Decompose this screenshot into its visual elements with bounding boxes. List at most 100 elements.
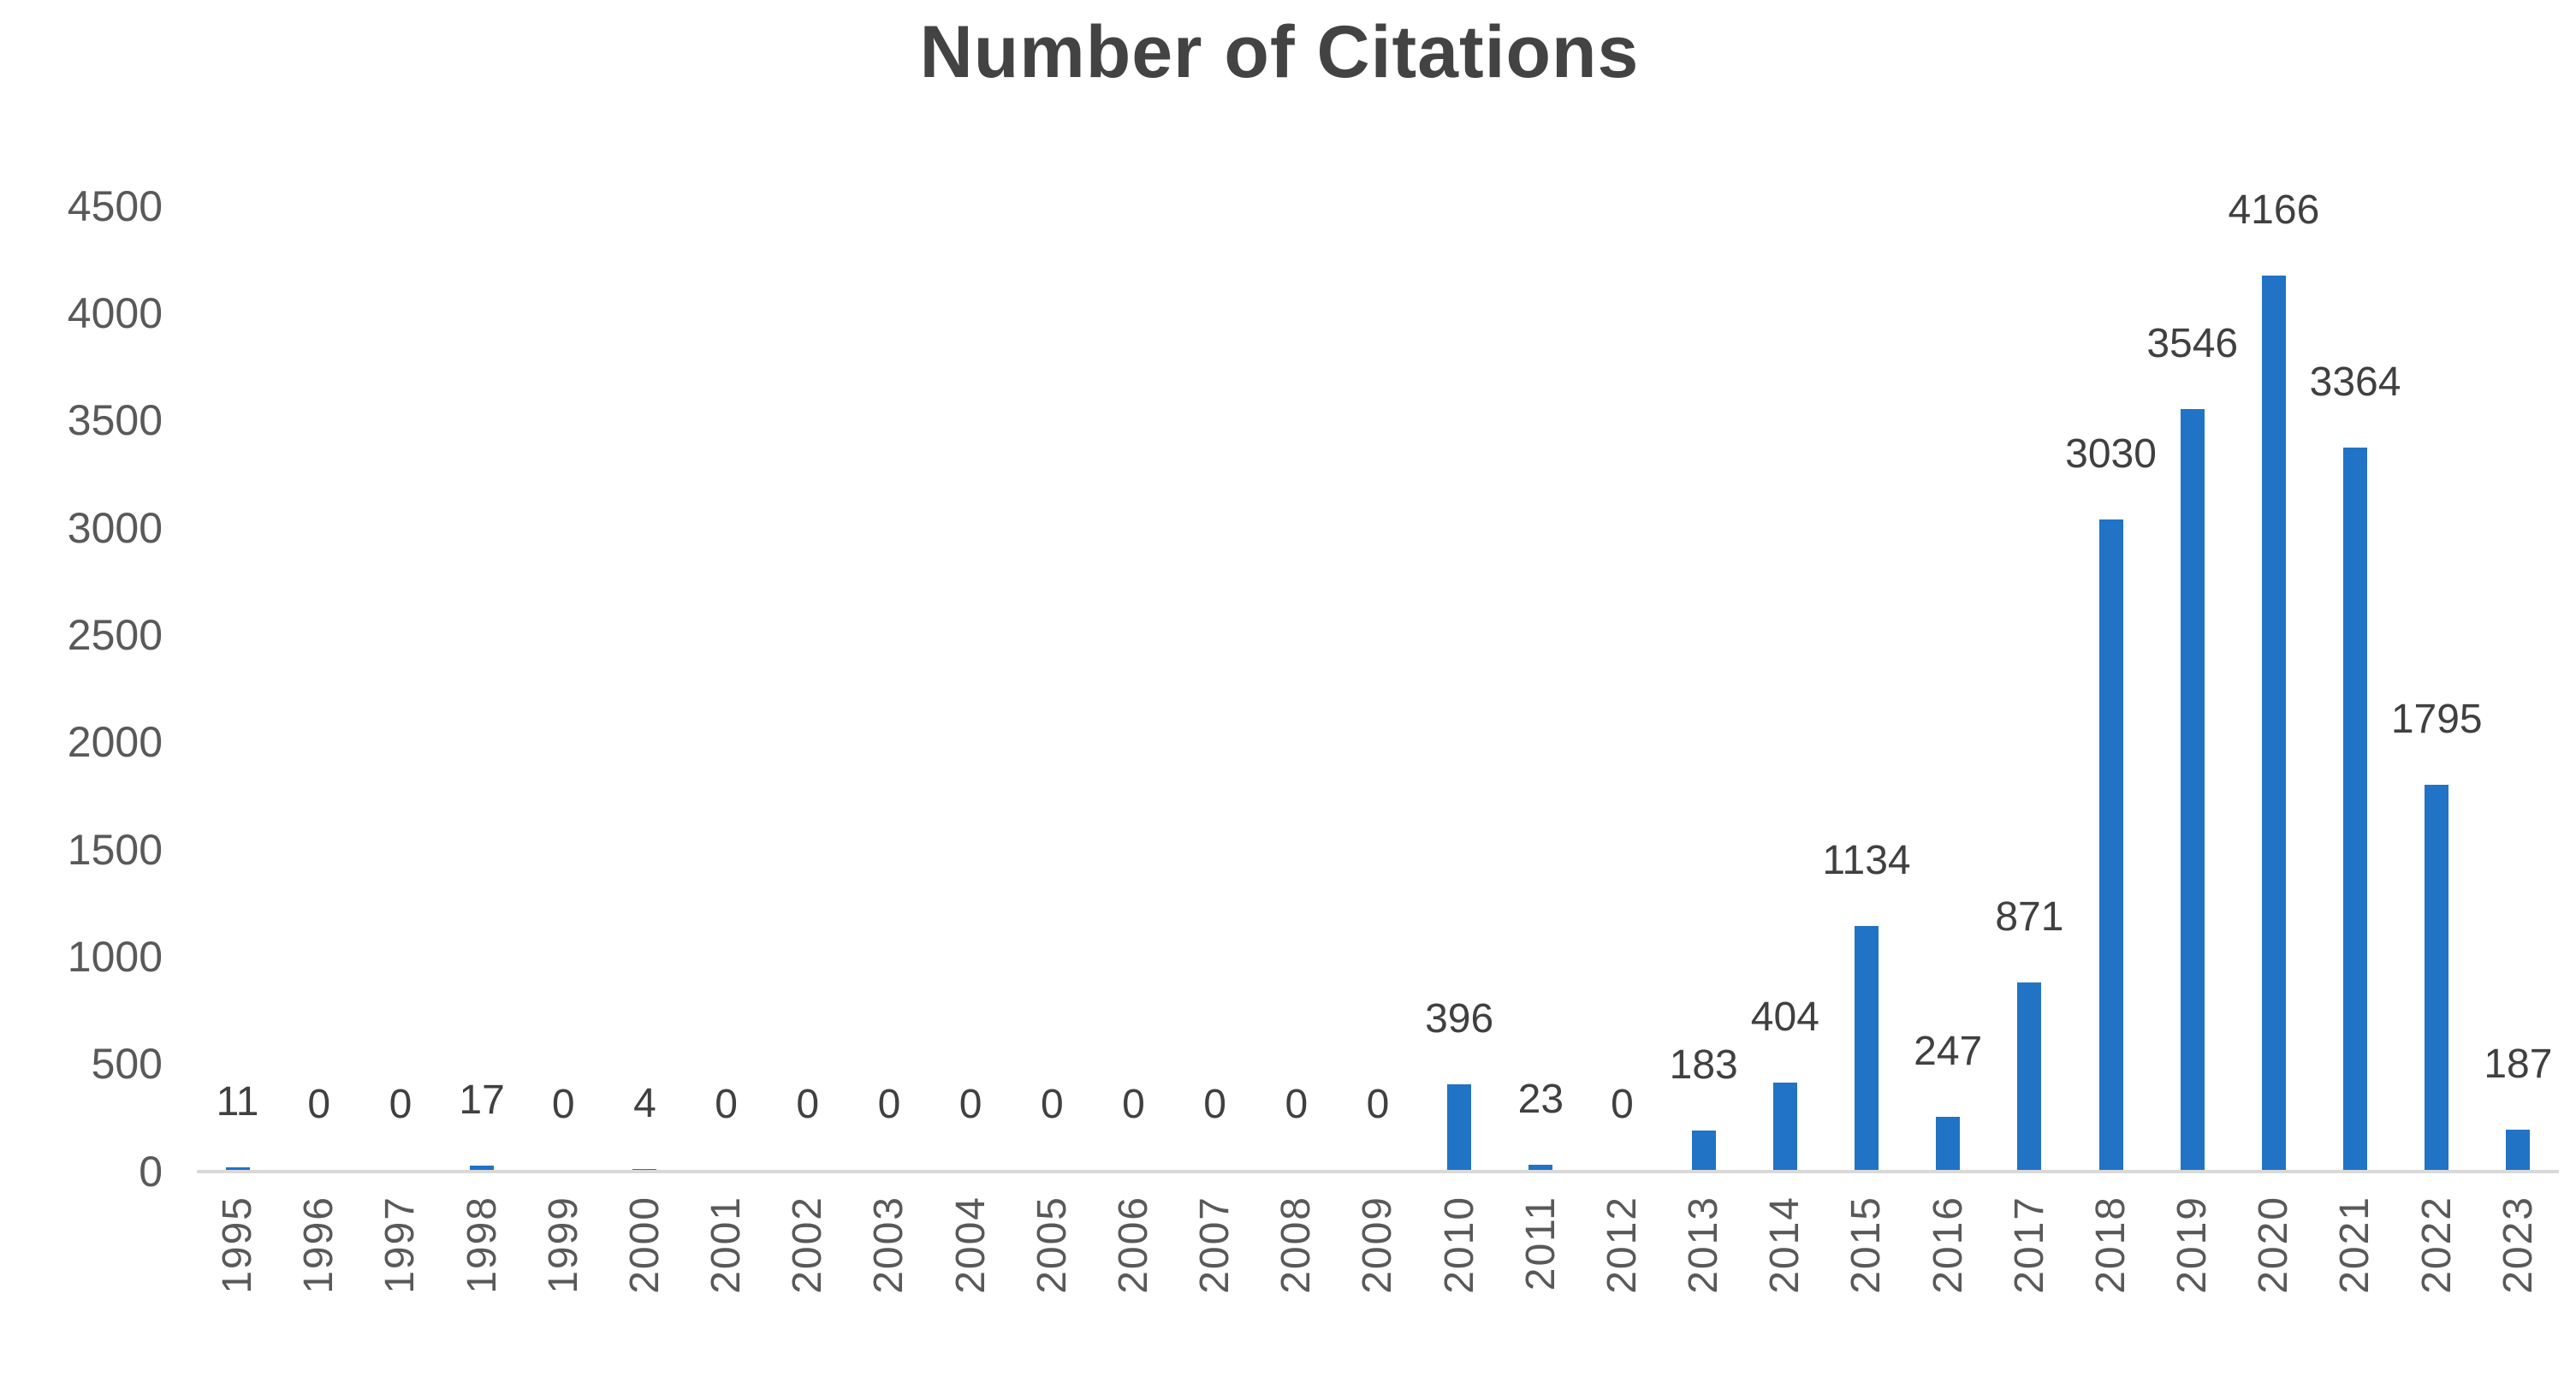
x-tick-2002: 2002 bbox=[767, 1196, 848, 1294]
bar-column-2021: 3364 bbox=[2310, 205, 2401, 1170]
y-tick-label: 2500 bbox=[67, 610, 163, 659]
x-tick-label: 2015 bbox=[1843, 1195, 1890, 1294]
x-tick-2018: 2018 bbox=[2070, 1196, 2152, 1294]
bar-value-label: 1795 bbox=[2390, 696, 2483, 742]
bar-2018 bbox=[2098, 519, 2123, 1170]
x-tick-label: 2008 bbox=[1273, 1195, 1320, 1294]
bar-1998 bbox=[470, 1166, 495, 1170]
x-tick-2017: 2017 bbox=[1989, 1196, 2070, 1294]
x-tick-label: 2014 bbox=[1762, 1195, 1808, 1294]
x-tick-label: 2012 bbox=[1599, 1195, 1645, 1294]
x-tick-label: 2002 bbox=[785, 1195, 831, 1294]
x-tick-1996: 1996 bbox=[278, 1196, 359, 1294]
bar-value-label: 4 bbox=[633, 1080, 656, 1126]
bar-2023 bbox=[2506, 1129, 2531, 1170]
bar-2014 bbox=[1772, 1083, 1797, 1170]
x-tick-2022: 2022 bbox=[2396, 1196, 2478, 1294]
x-tick-label: 2013 bbox=[1681, 1195, 1727, 1294]
bar-2011 bbox=[1528, 1164, 1553, 1170]
bar-column-2016: 247 bbox=[1908, 205, 1989, 1170]
bar-column-2007: 0 bbox=[1174, 205, 1255, 1170]
bar-column-2006: 0 bbox=[1093, 205, 1174, 1170]
x-tick-label: 2019 bbox=[2169, 1195, 2216, 1294]
x-tick-label: 2007 bbox=[1192, 1195, 1238, 1294]
bar-column-2013: 183 bbox=[1663, 205, 1744, 1170]
x-tick-label: 2018 bbox=[2087, 1195, 2134, 1294]
bar-2010 bbox=[1447, 1084, 1472, 1170]
bar-value-label: 0 bbox=[877, 1081, 901, 1127]
bar-value-label: 183 bbox=[1669, 1042, 1738, 1088]
bar-value-label: 0 bbox=[1611, 1081, 1634, 1127]
x-tick-label: 2011 bbox=[1517, 1195, 1564, 1291]
y-tick-label: 1500 bbox=[67, 825, 163, 874]
x-tick-label: 2000 bbox=[621, 1195, 668, 1294]
bar-value-label: 0 bbox=[1203, 1081, 1226, 1127]
x-tick-label: 2023 bbox=[2495, 1195, 2541, 1294]
x-tick-1999: 1999 bbox=[523, 1196, 604, 1294]
bar-column-2011: 23 bbox=[1500, 205, 1582, 1170]
bar-2020 bbox=[2261, 276, 2286, 1170]
bar-column-2001: 0 bbox=[686, 205, 767, 1170]
bar-value-label: 0 bbox=[1285, 1081, 1309, 1127]
bar-2021 bbox=[2343, 448, 2368, 1170]
bar-value-label: 871 bbox=[1995, 894, 2064, 941]
x-tick-label: 1999 bbox=[540, 1195, 586, 1294]
bar-column-2009: 0 bbox=[1337, 205, 1418, 1170]
x-tick-label: 2004 bbox=[947, 1195, 994, 1294]
x-tick-label: 2016 bbox=[1925, 1195, 1971, 1294]
bar-column-1998: 17 bbox=[442, 205, 523, 1170]
x-tick-label: 2017 bbox=[2006, 1195, 2052, 1294]
x-tick-2020: 2020 bbox=[2233, 1196, 2314, 1294]
bar-1995 bbox=[225, 1166, 250, 1170]
x-tick-2008: 2008 bbox=[1255, 1196, 1337, 1294]
bar-value-label: 0 bbox=[307, 1081, 331, 1127]
bar-2019 bbox=[2180, 408, 2205, 1170]
x-axis: 1995 1996 1997 1998 1999 2000 2001 2002 2003 2004… bbox=[197, 1173, 2559, 1294]
x-tick-2009: 2009 bbox=[1337, 1196, 1418, 1294]
x-tick-2016: 2016 bbox=[1908, 1196, 1989, 1294]
x-tick-1998: 1998 bbox=[442, 1196, 523, 1294]
bar-column-1999: 0 bbox=[523, 205, 604, 1170]
x-tick-2011: 2011 bbox=[1500, 1196, 1582, 1294]
y-axis: 0 500 1000 1500 2000 2500 3000 3500 4000 4500 bbox=[0, 182, 197, 1196]
bar-value-label: 247 bbox=[1914, 1028, 1983, 1074]
x-tick-2015: 2015 bbox=[1825, 1196, 1907, 1294]
bar-column-2005: 0 bbox=[1012, 205, 1093, 1170]
bar-2000 bbox=[632, 1168, 657, 1170]
x-tick-2010: 2010 bbox=[1419, 1196, 1500, 1294]
bar-2016 bbox=[1936, 1116, 1961, 1170]
bar-column-2000: 4 bbox=[604, 205, 686, 1170]
x-tick-label: 2020 bbox=[2251, 1195, 2297, 1294]
x-tick-label: 2010 bbox=[1436, 1195, 1482, 1294]
bar-column-2022: 1795 bbox=[2391, 205, 2483, 1170]
plot-area: 11 0 0 17 0 4 0 0 0 0 0 0 0 0 0 396 23 0 183 404 1134 247 871 3… bbox=[197, 190, 2559, 1173]
bar-column-2014: 404 bbox=[1744, 205, 1825, 1170]
bar-column-2020: 4166 bbox=[2228, 190, 2319, 1170]
bar-column-2023: 187 bbox=[2478, 205, 2559, 1170]
x-tick-label: 2005 bbox=[1029, 1195, 1075, 1294]
x-tick-1997: 1997 bbox=[359, 1196, 441, 1294]
bar-value-label: 0 bbox=[551, 1081, 575, 1127]
bar-column-2004: 0 bbox=[930, 205, 1012, 1170]
bar-2022 bbox=[2425, 784, 2449, 1170]
plot-section: 0 500 1000 1500 2000 2500 3000 3500 4000 4500 11 0… bbox=[0, 182, 2559, 1196]
bar-value-label: 11 bbox=[216, 1078, 259, 1125]
x-tick-2005: 2005 bbox=[1012, 1196, 1093, 1294]
bar-2017 bbox=[2017, 982, 2042, 1170]
bar-value-label: 17 bbox=[459, 1077, 505, 1124]
x-tick-2007: 2007 bbox=[1174, 1196, 1255, 1294]
bar-column-2019: 3546 bbox=[2146, 205, 2238, 1170]
bar-column-2010: 396 bbox=[1419, 205, 1500, 1170]
x-tick-label: 2021 bbox=[2332, 1195, 2378, 1294]
bar-column-2015: 1134 bbox=[1822, 205, 1911, 1170]
x-tick-label: 2003 bbox=[866, 1195, 912, 1294]
bar-column-2017: 871 bbox=[1989, 205, 2070, 1170]
x-tick-2014: 2014 bbox=[1744, 1196, 1825, 1294]
bar-column-1995: 11 bbox=[197, 205, 278, 1170]
x-tick-label: 2022 bbox=[2413, 1195, 2460, 1294]
bar-column-2012: 0 bbox=[1582, 205, 1663, 1170]
x-tick-2012: 2012 bbox=[1582, 1196, 1663, 1294]
x-tick-2013: 2013 bbox=[1663, 1196, 1744, 1294]
bar-value-label: 0 bbox=[1366, 1081, 1390, 1127]
x-tick-2006: 2006 bbox=[1093, 1196, 1174, 1294]
